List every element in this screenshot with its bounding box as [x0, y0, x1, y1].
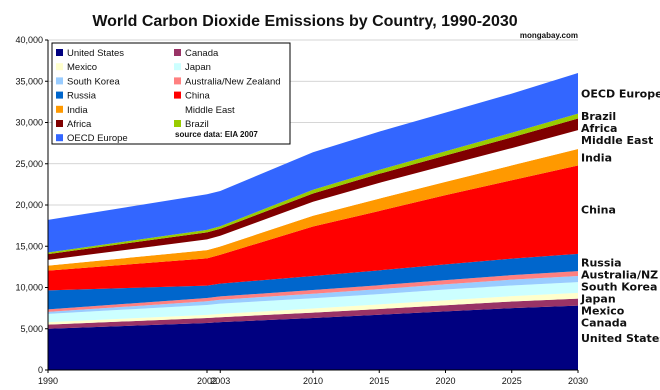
y-tick-label-4: 20,000 — [15, 200, 43, 210]
legend-source-note: source data: EIA 2007 — [175, 130, 258, 139]
y-tick-label-8: 40,000 — [15, 35, 43, 45]
y-tick-label-7: 35,000 — [15, 76, 43, 86]
end-label-japan: Japan — [580, 293, 616, 306]
legend-label-canada: Canada — [185, 48, 219, 59]
end-label-china: China — [581, 204, 616, 217]
area-japan — [48, 282, 578, 323]
y-tick-label-3: 15,000 — [15, 241, 43, 251]
legend-swatch-india — [56, 105, 63, 113]
end-label-middle-east: Middle East — [581, 134, 653, 147]
legend-swatch-mexico — [56, 63, 63, 71]
legend-swatch-middle-east — [174, 105, 181, 113]
legend-label-india: India — [67, 105, 88, 116]
end-label-russia: Russia — [581, 257, 622, 270]
x-tick-label-4: 2015 — [369, 376, 389, 386]
legend-box — [51, 42, 291, 145]
y-axis-ticks: 0 5,000 10,000 15,000 20,000 25,000 30,000 35,0… — [15, 35, 48, 375]
end-label-brazil: Brazil — [581, 110, 616, 123]
y-tick-label-2: 10,000 — [15, 283, 43, 293]
area-united-states — [48, 305, 578, 370]
legend-label-china: China — [185, 91, 211, 102]
legend-swatch-south-korea — [56, 77, 63, 85]
legend-swatch-oecd-europe — [56, 134, 63, 142]
area-russia — [48, 253, 578, 310]
x-tick-label-7: 2030 — [568, 376, 588, 386]
x-tick-label-2: 2003 — [210, 376, 230, 386]
legend-swatch-canada — [174, 49, 181, 56]
legend-label-united-states: United States — [67, 48, 124, 59]
area-series — [48, 73, 578, 370]
x-tick-label-0: 1990 — [38, 376, 58, 386]
legend: United States Canada Mexico Japan South Kore… — [51, 42, 291, 145]
end-label-mexico: Mexico — [581, 305, 625, 318]
legend-label-south-korea: South Korea — [67, 76, 121, 87]
area-china — [48, 165, 578, 291]
legend-label-africa: Africa — [67, 119, 92, 130]
end-label-united-states: United States — [581, 332, 660, 345]
legend-swatch-russia — [56, 91, 63, 99]
legend-swatch-japan — [174, 63, 181, 71]
legend-swatch-brazil — [174, 120, 181, 127]
legend-swatch-australia-new-zealand — [174, 77, 181, 85]
end-label-africa: Africa — [581, 122, 617, 135]
end-label-south-korea: South Korea — [581, 281, 657, 294]
y-tick-label-6: 30,000 — [15, 118, 43, 128]
legend-label-middle-east: Middle East — [185, 105, 235, 116]
x-tick-label-6: 2025 — [502, 376, 522, 386]
y-tick-label-5: 25,000 — [15, 159, 43, 169]
legend-items: United States Canada Mexico Japan South Kore… — [56, 48, 281, 144]
legend-label-brazil: Brazil — [185, 119, 209, 130]
chart-title: World Carbon Dioxide Emissions by Countr… — [92, 13, 517, 30]
legend-swatch-africa — [56, 120, 63, 127]
y-tick-label-0: 0 — [38, 365, 43, 375]
area-canada — [48, 298, 578, 329]
legend-label-oecd-europe: OECD Europe — [67, 133, 128, 144]
legend-swatch-china — [174, 91, 181, 99]
end-label-india: India — [581, 151, 612, 164]
x-tick-label-1: 2002 — [197, 376, 217, 386]
area-oecd-europe — [48, 73, 578, 253]
end-label-australia-nz: Australia/NZ — [581, 269, 658, 282]
credit-label: mongabay.com — [520, 31, 578, 40]
area-mexico — [48, 292, 578, 325]
end-label-canada: Canada — [581, 317, 627, 330]
legend-swatch-united-states — [56, 49, 63, 56]
legend-label-australia-new-zealand: Australia/New Zealand — [185, 76, 281, 87]
area-south-korea — [48, 275, 578, 314]
x-tick-label-3: 2010 — [303, 376, 323, 386]
area-australia-new-zealand — [48, 271, 578, 312]
legend-label-russia: Russia — [67, 91, 97, 102]
legend-label-japan: Japan — [185, 62, 211, 73]
y-tick-label-1: 5,000 — [20, 324, 43, 334]
legend-label-mexico: Mexico — [67, 62, 97, 73]
end-label-oecd-europe: OECD Europe — [581, 87, 660, 100]
x-tick-label-5: 2020 — [435, 376, 455, 386]
